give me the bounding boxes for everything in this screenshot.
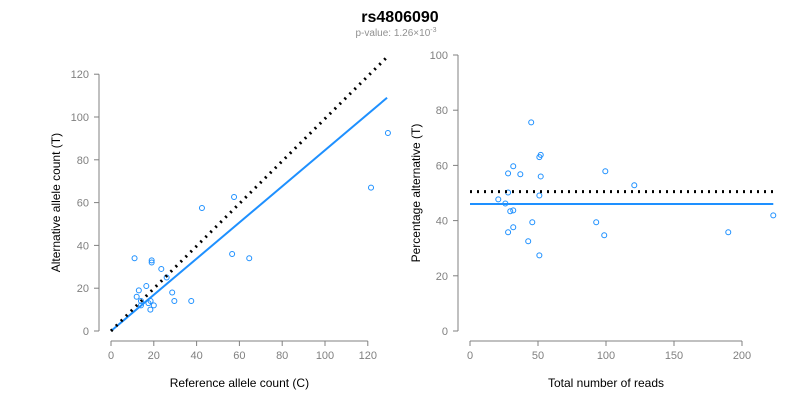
y-tick-label: 120 bbox=[71, 69, 89, 81]
x-tick-label: 80 bbox=[276, 350, 288, 362]
data-point bbox=[505, 170, 512, 177]
data-point bbox=[137, 298, 144, 305]
reference-line bbox=[109, 56, 389, 333]
data-point bbox=[145, 300, 152, 307]
data-point bbox=[368, 184, 375, 191]
x-tick-label: 150 bbox=[665, 350, 683, 362]
data-point bbox=[593, 219, 600, 226]
data-point bbox=[150, 302, 157, 309]
x-tick-label: 120 bbox=[359, 350, 377, 362]
x-tick-label: 0 bbox=[108, 350, 114, 362]
data-point bbox=[510, 224, 517, 231]
y-tick-label: 100 bbox=[71, 112, 89, 124]
data-point bbox=[198, 204, 205, 211]
data-point bbox=[602, 168, 609, 175]
x-tick-label: 50 bbox=[532, 350, 544, 362]
chart-title: rs4806090 bbox=[361, 9, 439, 26]
data-point bbox=[529, 219, 536, 226]
data-point bbox=[495, 196, 502, 203]
y-tick-label: 60 bbox=[436, 160, 448, 172]
y-tick-label: 0 bbox=[83, 326, 89, 338]
data-point bbox=[143, 283, 150, 290]
data-point bbox=[770, 212, 777, 219]
data-point bbox=[229, 250, 236, 257]
data-point bbox=[525, 238, 532, 245]
data-point bbox=[148, 259, 155, 266]
data-point bbox=[131, 255, 138, 262]
y-tick-label: 80 bbox=[77, 155, 89, 167]
p-value-label: p-value: 1.26×10-3 bbox=[355, 27, 436, 39]
y-tick-label: 60 bbox=[77, 198, 89, 210]
y-tick-label: 40 bbox=[77, 240, 89, 252]
y-tick-label: 0 bbox=[442, 326, 448, 338]
data-point bbox=[133, 293, 140, 300]
data-point bbox=[507, 208, 514, 215]
x-tick-label: 200 bbox=[733, 350, 751, 362]
x-tick-label: 100 bbox=[316, 350, 334, 362]
data-point bbox=[188, 298, 195, 305]
y-tick-label: 80 bbox=[436, 105, 448, 117]
y-tick-label: 20 bbox=[77, 283, 89, 295]
data-point bbox=[517, 171, 524, 178]
data-point bbox=[246, 255, 253, 262]
right-panel-percentage: 0 50 100 150 200 0 20 40 60 80 100 Total number of … bbox=[409, 50, 777, 390]
fit-line bbox=[110, 96, 388, 332]
y-tick-label: 20 bbox=[436, 271, 448, 283]
data-point bbox=[158, 265, 165, 272]
data-point bbox=[135, 287, 142, 294]
x-axis-label: Total number of reads bbox=[548, 376, 664, 390]
data-point bbox=[510, 207, 517, 214]
data-point bbox=[137, 302, 144, 309]
y-axis-label: Percentage alternative (T) bbox=[409, 124, 423, 263]
data-point bbox=[169, 289, 176, 296]
data-point bbox=[528, 119, 535, 126]
data-point bbox=[147, 306, 154, 313]
y-tick-label: 40 bbox=[436, 216, 448, 228]
x-tick-label: 0 bbox=[467, 350, 473, 362]
x-axis-label: Reference allele count (C) bbox=[170, 376, 309, 390]
x-tick-label: 60 bbox=[233, 350, 245, 362]
data-point bbox=[536, 252, 543, 259]
data-point bbox=[631, 182, 638, 189]
data-point bbox=[536, 192, 543, 199]
data-point bbox=[537, 151, 544, 158]
x-tick-label: 20 bbox=[148, 350, 160, 362]
data-point bbox=[601, 232, 608, 239]
data-point bbox=[537, 173, 544, 180]
data-point bbox=[171, 298, 178, 305]
data-point bbox=[505, 229, 512, 236]
x-tick-label: 100 bbox=[597, 350, 615, 362]
x-tick-label: 40 bbox=[190, 350, 202, 362]
data-point bbox=[231, 194, 238, 201]
left-panel-allele-counts: 0 20 40 60 80 100 120 0 20 40 60 80 100 120 Reference … bbox=[49, 56, 391, 390]
y-tick-label: 100 bbox=[430, 50, 448, 62]
data-point bbox=[510, 163, 517, 170]
y-axis-label: Alternative allele count (T) bbox=[49, 133, 63, 272]
data-point bbox=[384, 130, 391, 137]
data-point bbox=[725, 229, 732, 236]
data-point bbox=[148, 257, 155, 264]
